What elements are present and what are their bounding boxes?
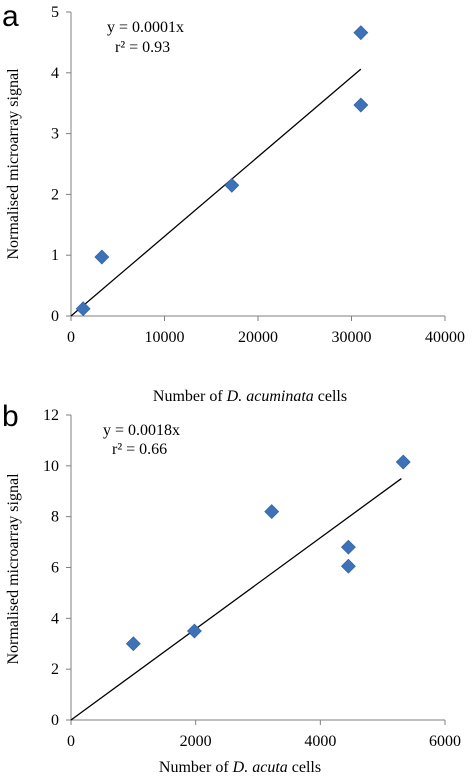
panel-a-y-axis-label: Normalised microarray signal [5, 68, 22, 260]
panel-b-x-tick-label: 0 [67, 733, 75, 750]
panel-b-y-tick-label: 12 [43, 407, 59, 424]
panel-b-xlabel-suffix: cells [287, 759, 322, 776]
panel-a-x-tick-label: 0 [67, 329, 75, 346]
panel-a-letter: a [2, 0, 19, 33]
panel-b-y-tick-label: 6 [51, 560, 59, 577]
panel-a-equation: y = 0.0001x [107, 19, 185, 36]
panel-a-y-tick-label: 2 [51, 186, 59, 203]
panel-b-data-point [340, 558, 356, 574]
panel-b-trendline [70, 478, 402, 721]
panel-b-y-axis-label: Normalised microarray signal [5, 473, 22, 665]
panel-a-data-point [224, 177, 240, 193]
panel-b-equation: y = 0.0018x [103, 422, 181, 439]
panel-b-y-tick-label: 2 [51, 661, 59, 678]
panel-b-x-tick-label: 6000 [429, 733, 461, 750]
panel-a-xlabel-suffix: cells [313, 388, 348, 405]
panel-a-x-tick-label: 30000 [332, 329, 372, 346]
panel-a-y-tick-label: 4 [51, 65, 59, 82]
panel-a-r2: r² = 0.93 [115, 39, 171, 56]
panel-b-data-point [395, 454, 411, 470]
panel-b-data-point [264, 504, 280, 520]
panel-a-x-axis-label: Number of D. acuminata cells [100, 388, 400, 406]
panel-b-data-point [125, 636, 141, 652]
panel-a-trendline [70, 68, 362, 317]
panel-b-y-tick-label: 0 [51, 712, 59, 729]
panel-a-xlabel-species: D. acuminata [226, 388, 314, 405]
panel-a-data-point [353, 25, 369, 41]
panel-a-y-tick-label: 1 [51, 247, 59, 264]
panel-b-x-tick-label: 2000 [180, 733, 212, 750]
panel-b-data-point [186, 623, 202, 639]
panel-a-x-tick-label: 40000 [425, 329, 465, 346]
panel-b-y-tick-label: 10 [43, 458, 59, 475]
panel-a-data-point [353, 97, 369, 113]
panel-b-y-tick-label: 8 [51, 509, 59, 526]
panel-a-data-point [75, 301, 91, 317]
panel-a-x-tick-label: 10000 [145, 329, 185, 346]
panel-a-xlabel-prefix: Number of [152, 388, 227, 405]
panel-a-y-tick-label: 0 [51, 308, 59, 325]
panel-a-y-tick-label: 5 [51, 4, 59, 21]
panel-b-letter: b [2, 400, 19, 433]
panel-b-y-tick-label: 4 [51, 610, 59, 627]
panel-a-x-tick-label: 20000 [238, 329, 278, 346]
panel-b-x-tick-label: 4000 [304, 733, 336, 750]
panel-b-r2: r² = 0.66 [112, 441, 168, 458]
panel-b-x-axis-label: Number of D. acuta cells [115, 759, 365, 777]
panel-a-data-point [94, 249, 110, 265]
panel-b-data-point [340, 539, 356, 555]
panel-b-xlabel-prefix: Number of [158, 759, 233, 776]
panel-b-xlabel-species: D. acuta [232, 759, 288, 776]
panel-a-y-tick-label: 3 [51, 126, 59, 143]
